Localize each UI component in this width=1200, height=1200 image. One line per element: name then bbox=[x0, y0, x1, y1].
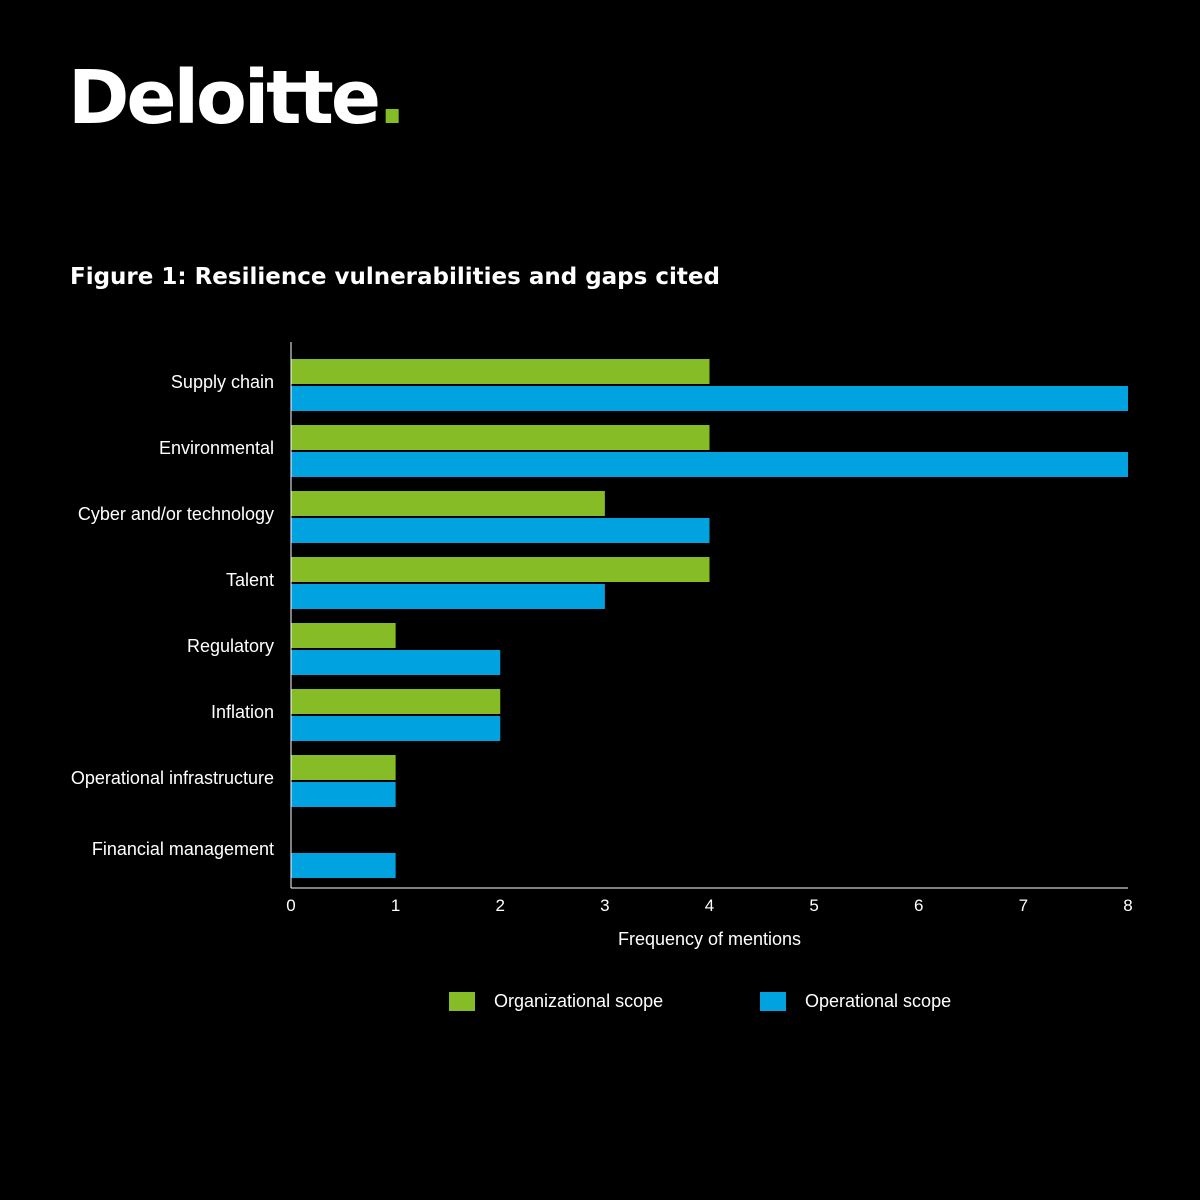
legend-label-organizational: Organizational scope bbox=[494, 990, 664, 1011]
x-tick-label-2: 2 bbox=[496, 896, 505, 915]
logo-wordmark: Deloitte bbox=[68, 55, 381, 141]
bar-operational-scope-regulatory bbox=[291, 650, 501, 675]
bar-organizational-scope-cyber-and-or-technology bbox=[291, 491, 605, 516]
bar-operational-scope-talent bbox=[291, 584, 605, 609]
legend-label-operational: Operational scope bbox=[805, 990, 952, 1011]
category-label-environmental: Environmental bbox=[159, 438, 274, 458]
x-tick-label-6: 6 bbox=[914, 896, 923, 915]
legend-item-operational: Operational scope bbox=[760, 988, 951, 1014]
bar-organizational-scope-inflation bbox=[291, 689, 501, 714]
legend-swatch-organizational bbox=[449, 991, 475, 1011]
x-tick-label-5: 5 bbox=[809, 896, 818, 915]
legend-swatch-operational bbox=[760, 991, 786, 1011]
bar-operational-scope-environmental bbox=[291, 452, 1128, 477]
bar-operational-scope-cyber-and-or-technology bbox=[291, 518, 710, 543]
x-tick-label-7: 7 bbox=[1019, 896, 1028, 915]
bar-operational-scope-financial-management bbox=[291, 853, 396, 878]
bar-organizational-scope-environmental bbox=[291, 425, 710, 450]
category-label-talent: Talent bbox=[226, 570, 274, 590]
x-tick-label-4: 4 bbox=[705, 896, 714, 915]
logo-dot: . bbox=[378, 55, 406, 141]
bar-organizational-scope-talent bbox=[291, 557, 710, 582]
category-label-supply-chain: Supply chain bbox=[171, 372, 274, 392]
category-label-cyber-and-or-technology: Cyber and/or technology bbox=[78, 504, 274, 524]
x-axis-title: Frequency of mentions bbox=[618, 929, 801, 949]
bar-operational-scope-inflation bbox=[291, 716, 501, 741]
bar-organizational-scope-regulatory bbox=[291, 623, 396, 648]
x-tick-label-0: 0 bbox=[286, 896, 295, 915]
x-tick-label-1: 1 bbox=[391, 896, 400, 915]
category-label-inflation: Inflation bbox=[211, 702, 274, 722]
bar-chart: Supply chain Environmental Cyber and/or te… bbox=[71, 342, 1133, 949]
x-tick-label-8: 8 bbox=[1123, 896, 1132, 915]
category-label-regulatory: Regulatory bbox=[187, 636, 274, 656]
bar-operational-scope-operational-infrastructure bbox=[291, 782, 396, 807]
x-tick-label-3: 3 bbox=[600, 896, 609, 915]
legend-item-organizational: Organizational scope bbox=[449, 988, 663, 1014]
category-label-financial-management: Financial management bbox=[92, 839, 274, 859]
category-label-operational-infrastructure: Operational infrastructure bbox=[71, 768, 274, 788]
chart-title: Figure 1: Resilience vulnerabilities and… bbox=[70, 264, 720, 290]
bar-organizational-scope-supply-chain bbox=[291, 359, 710, 384]
bar-organizational-scope-operational-infrastructure bbox=[291, 755, 396, 780]
deloitte-logo: Deloitte. bbox=[68, 55, 406, 141]
bar-operational-scope-supply-chain bbox=[291, 386, 1128, 411]
